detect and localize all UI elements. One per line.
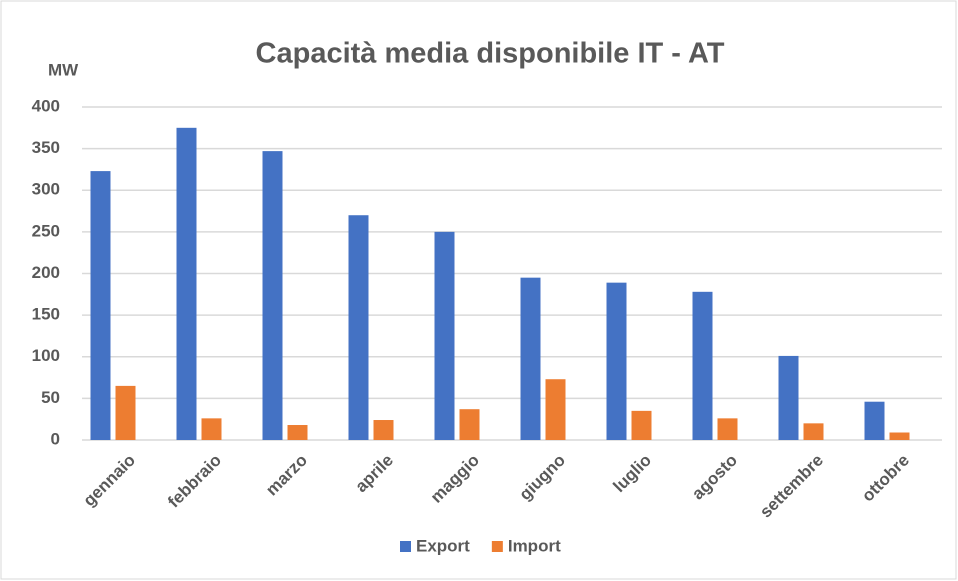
bar [287, 425, 308, 440]
bar [631, 410, 652, 440]
bar [201, 418, 222, 440]
chart-title: Capacità media disponibile IT - AT [256, 38, 725, 70]
bar [459, 409, 480, 440]
bar [115, 385, 136, 440]
bar [434, 231, 455, 440]
y-tick-label: 100 [32, 346, 60, 365]
legend-label: Import [508, 536, 561, 555]
y-tick-label: 200 [32, 263, 60, 282]
bar [262, 151, 283, 440]
y-axis-label: MW [48, 60, 79, 79]
bar [692, 291, 713, 440]
y-tick-label: 350 [32, 138, 60, 157]
y-tick-label: 400 [32, 96, 60, 115]
y-tick-label: 0 [51, 429, 60, 448]
bar [348, 215, 369, 440]
bar [545, 379, 566, 440]
bar [373, 420, 394, 440]
bar [90, 171, 111, 441]
bar [803, 423, 824, 440]
y-tick-label: 300 [32, 180, 60, 199]
bar [889, 432, 910, 440]
bar [176, 127, 197, 440]
legend-swatch [491, 541, 503, 552]
legend-label: Export [416, 536, 470, 555]
bar [606, 282, 627, 440]
bar [778, 355, 799, 440]
y-tick-label: 150 [32, 305, 60, 324]
bar [520, 277, 541, 440]
y-tick-label: 50 [41, 388, 60, 407]
y-tick-label: 250 [32, 221, 60, 240]
legend-swatch [400, 541, 411, 552]
bar [864, 401, 885, 440]
bar [717, 418, 738, 440]
